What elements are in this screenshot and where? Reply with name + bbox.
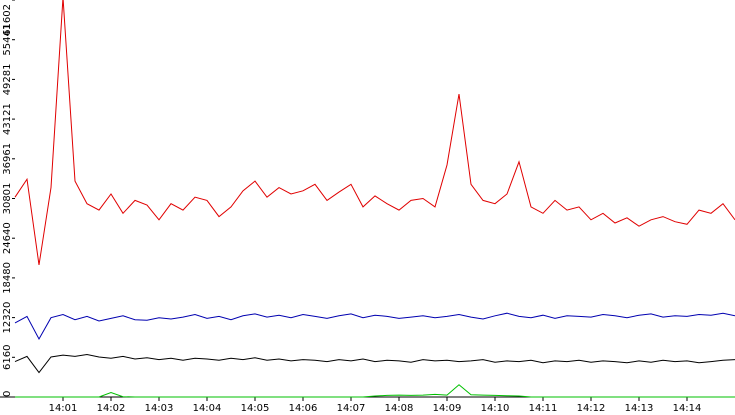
x-tick-label: 14:06	[289, 403, 318, 414]
series-line	[14, 312, 735, 341]
x-tick-label: 14:08	[385, 403, 414, 414]
y-tick-label: 30801	[2, 183, 13, 215]
y-tick-label: 0	[2, 391, 13, 397]
series-line	[15, 384, 735, 398]
x-tick-label: 14:03	[145, 403, 174, 414]
x-tick-label: 14:09	[433, 403, 462, 414]
y-tick-label: 61602	[2, 4, 13, 36]
x-tick-label: 14:05	[241, 403, 270, 414]
x-tick-label: 14:11	[529, 403, 558, 414]
y-tick-label: 49281	[2, 63, 13, 95]
x-tick-label: 14:10	[481, 403, 510, 414]
y-tick-label: 6160	[2, 345, 13, 370]
y-tick-label: 55441	[2, 24, 13, 56]
x-tick-label: 14:01	[49, 403, 78, 414]
y-tick-label: 24640	[2, 222, 13, 254]
y-tick-label: 36961	[2, 143, 13, 175]
x-tick-label: 14:07	[337, 403, 366, 414]
series-line	[14, 353, 735, 374]
x-tick-label: 14:12	[577, 403, 606, 414]
y-tick-label: 43121	[2, 103, 13, 135]
series-line	[14, 0, 735, 265]
x-tick-label: 14:04	[193, 403, 222, 414]
y-tick-label: 18480	[2, 262, 13, 294]
x-tick-label: 14:13	[625, 403, 654, 414]
x-tick-label: 14:14	[673, 403, 702, 414]
y-tick-label: 12320	[2, 302, 13, 334]
x-tick-label: 14:02	[97, 403, 126, 414]
